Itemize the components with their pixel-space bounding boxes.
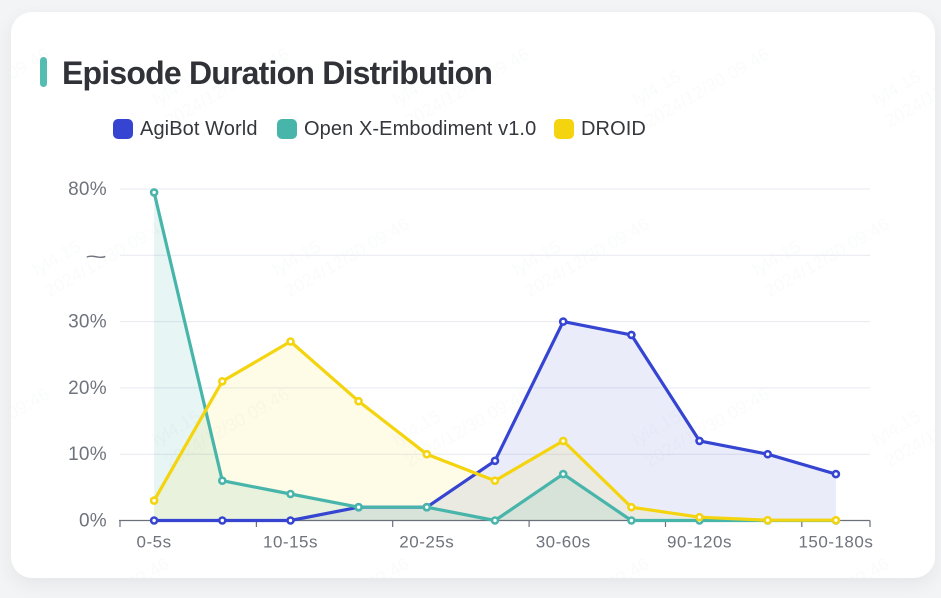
- svg-text:10%: 10%: [68, 444, 107, 465]
- svg-text:20%: 20%: [68, 378, 107, 399]
- svg-text:150-180s: 150-180s: [798, 533, 873, 552]
- svg-text:90-120s: 90-120s: [667, 533, 732, 552]
- svg-text:0-5s: 0-5s: [137, 533, 172, 552]
- svg-text:~: ~: [85, 247, 107, 269]
- svg-text:10-15s: 10-15s: [263, 533, 318, 552]
- svg-text:80%: 80%: [68, 179, 107, 200]
- svg-text:30%: 30%: [68, 312, 107, 333]
- svg-text:30-60s: 30-60s: [536, 533, 591, 552]
- svg-text:0%: 0%: [79, 511, 107, 532]
- svg-text:20-25s: 20-25s: [399, 533, 454, 552]
